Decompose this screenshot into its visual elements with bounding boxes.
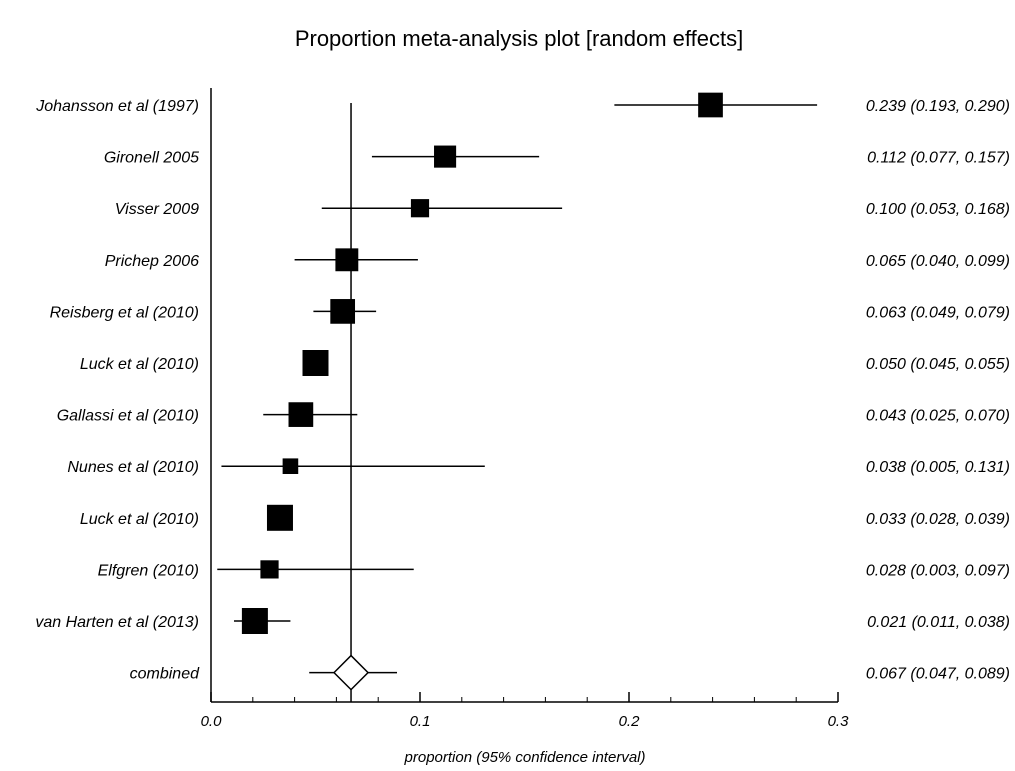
- point-estimate-square: [434, 145, 457, 168]
- study-label: Gironell 2005: [104, 150, 199, 167]
- x-tick-label: 0.3: [828, 713, 850, 730]
- estimate-label: 0.065 (0.040, 0.099): [866, 253, 1010, 270]
- point-estimate-square: [288, 402, 314, 427]
- study-label: Elfgren (2010): [98, 562, 199, 579]
- point-estimate-square: [302, 350, 329, 376]
- estimate-label: 0.100 (0.053, 0.168): [866, 201, 1010, 218]
- estimate-label: 0.112 (0.077, 0.157): [867, 150, 1010, 167]
- study-label: Luck et al (2010): [80, 356, 199, 373]
- study-label: Nunes et al (2010): [67, 459, 199, 476]
- x-axis-label: proportion (95% confidence interval): [404, 749, 646, 766]
- study-label: Reisberg et al (2010): [50, 304, 199, 321]
- point-estimate-square: [335, 248, 359, 272]
- estimate-label: 0.033 (0.028, 0.039): [866, 511, 1010, 528]
- combined-label: combined: [130, 666, 200, 683]
- study-label: Visser 2009: [115, 201, 199, 218]
- estimate-label: 0.239 (0.193, 0.290): [866, 98, 1010, 115]
- point-estimate-square: [698, 92, 723, 118]
- study-label: Gallassi et al (2010): [57, 408, 199, 425]
- combined-diamond: [332, 654, 370, 691]
- estimate-label: 0.021 (0.011, 0.038): [867, 614, 1010, 631]
- point-estimate-square: [241, 608, 268, 634]
- study-label: Luck et al (2010): [80, 511, 199, 528]
- point-estimate-square: [266, 504, 293, 531]
- estimate-label: 0.043 (0.025, 0.070): [866, 408, 1010, 425]
- x-tick-label: 0.2: [619, 713, 641, 730]
- plot-area: 0.0 0.1 0.2 0.3 Johansson et al (1997) 0.239 …: [35, 88, 1010, 730]
- study-label: Johansson et al (1997): [35, 98, 199, 115]
- study-label: van Harten et al (2013): [35, 614, 199, 631]
- estimate-label: 0.050 (0.045, 0.055): [866, 356, 1010, 373]
- estimate-label: 0.063 (0.049, 0.079): [866, 304, 1010, 321]
- point-estimate-square: [282, 458, 299, 474]
- x-tick-label: 0.1: [410, 713, 431, 730]
- combined-estimate-label: 0.067 (0.047, 0.089): [866, 666, 1010, 683]
- point-estimate-square: [260, 560, 279, 579]
- point-estimate-square: [330, 299, 356, 324]
- point-estimate-square: [410, 199, 430, 218]
- x-tick-label: 0.0: [201, 713, 223, 730]
- estimate-label: 0.038 (0.005, 0.131): [866, 459, 1010, 476]
- chart-title: Proportion meta-analysis plot [random ef…: [295, 26, 743, 51]
- estimate-label: 0.028 (0.003, 0.097): [866, 562, 1010, 579]
- study-label: Prichep 2006: [105, 253, 199, 270]
